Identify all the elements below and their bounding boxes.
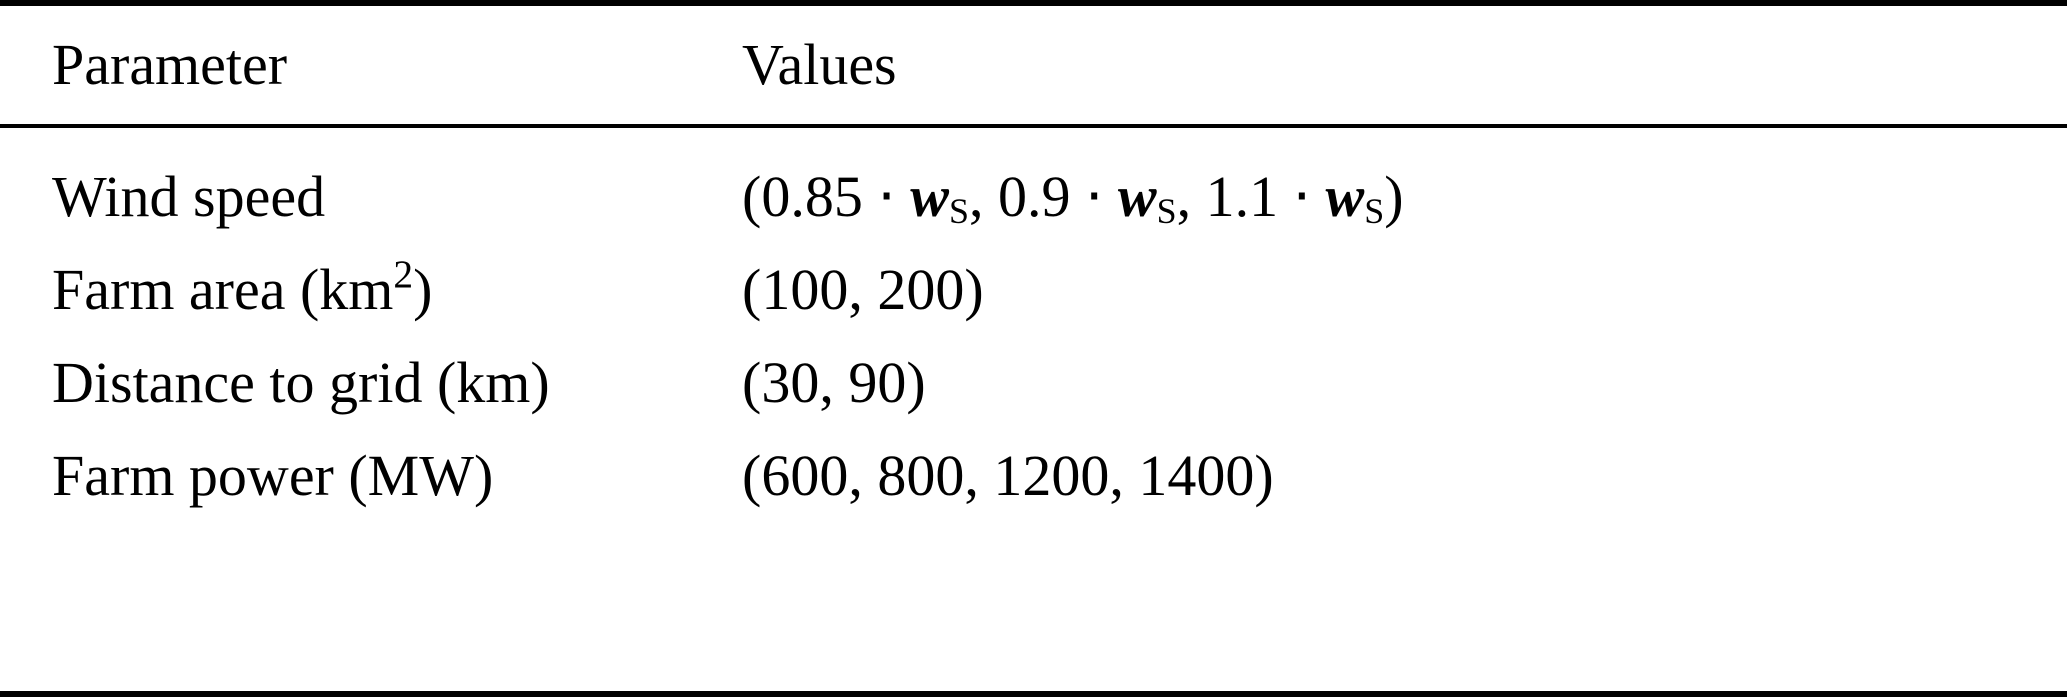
parameter-cell: Distance to grid (km) [52,349,550,415]
values-cell: (600, 800, 1200, 1400) [742,442,1274,508]
values-cell: (30, 90) [742,349,926,415]
table: Parameter Values Wind speed (0.85 ⋅ wS, 0… [0,6,2067,548]
column-header-parameter: Parameter [52,32,288,97]
parameter-cell: Wind speed [52,163,326,229]
table-row: Farm power (MW) (600, 800, 1200, 1400) [0,429,2067,548]
table-row: Distance to grid (km) (30, 90) [0,336,2067,429]
parameter-cell: Farm area (km2) [52,251,433,322]
values-cell: (0.85 ⋅ wS, 0.9 ⋅ wS, 1.1 ⋅ wS) [742,163,1404,232]
column-header-values: Values [742,32,897,97]
table-row: Wind speed (0.85 ⋅ wS, 0.9 ⋅ wS, 1.1 ⋅ wS… [0,126,2067,243]
table-row: Farm area (km2) (100, 200) [0,243,2067,336]
parameter-cell: Farm power (MW) [52,442,494,508]
table-head: Parameter Values [0,6,2067,126]
table-body: Wind speed (0.85 ⋅ wS, 0.9 ⋅ wS, 1.1 ⋅ wS… [0,126,2067,548]
header-row: Parameter Values [0,6,2067,126]
values-cell: (100, 200) [742,256,984,322]
